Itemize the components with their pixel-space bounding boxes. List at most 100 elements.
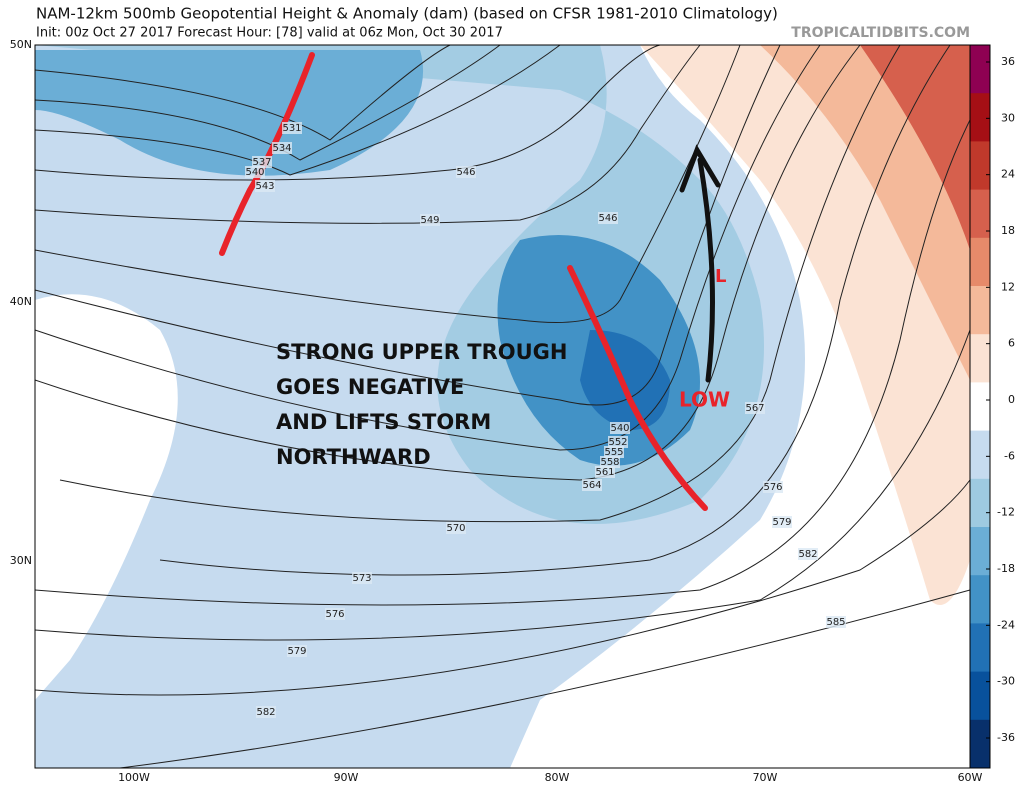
title: NAM-12km 500mb Geopotential Height & Ano… [36,5,778,23]
contour-label: 531 [282,123,301,134]
contour-label: 576 [763,482,782,493]
contour-label: 540 [610,423,629,434]
lon-label: 90W [334,771,359,784]
lon-label: 100W [118,771,150,784]
lat-label: 50N [10,38,32,51]
contour-label: 549 [420,215,439,226]
contour-label-bg [745,402,765,414]
contour-label-bg [595,466,615,478]
contour-label-bg [272,142,292,154]
contour-label: 567 [745,403,764,414]
contour-label-bg [598,212,618,224]
low-label: LOW [679,388,730,412]
contour-label: 537 [252,157,271,168]
contour-label: 585 [826,617,845,628]
contour-label-bg [287,645,307,657]
contour-label-bg [245,166,265,178]
subtitle: Init: 00z Oct 27 2017 Forecast Hour: [78… [36,26,503,41]
colorbar-frame [969,44,991,769]
colorbar-swatch [970,141,990,191]
annotation-line: NORTHWARD [276,445,431,469]
storm-track-arrow [697,157,715,383]
colorbar-tick-label: 12 [1001,280,1015,293]
trough-axis-south [567,265,708,511]
colorbar-tick-label: -18 [997,562,1015,575]
contour-label-bg [582,479,602,491]
contour-label-bg [252,156,272,168]
colorbar-tick-label: 24 [1001,168,1015,181]
contour-label: 570 [446,523,465,534]
colorbar-swatch [970,334,990,383]
contour-label: 579 [287,646,306,657]
map [34,44,971,769]
colorbar-swatch [970,623,990,673]
contour-label-bg [282,122,302,134]
colorbar-tick-label: -6 [1004,449,1015,462]
anomaly-neutral [35,294,178,700]
colorbar-tick-label: 36 [1001,55,1015,68]
contour-label-bg [256,706,276,718]
colorbar-swatch [970,45,990,94]
anomaly-warm-high [860,45,970,250]
contour-label: 558 [600,457,619,468]
contour-label-bg [352,572,372,584]
contour-label-bg [446,522,466,534]
colorbar-swatch [970,189,990,239]
colorbar-swatch [970,575,990,624]
contour-label: 564 [582,480,601,491]
contour-label: 579 [772,517,791,528]
arrow-head [679,144,721,193]
colorbar-tick-label: -12 [997,506,1015,519]
contour-label-bg [610,422,630,434]
contour-label-bg [608,436,628,448]
colorbar-swatch [970,286,990,335]
contour-label-bg [255,180,275,192]
credit: TROPICALTIDBITS.COM [791,25,970,41]
contour-label-bg [600,456,620,468]
contour-label: 540 [245,167,264,178]
colorbar-tick-label: -36 [997,731,1015,744]
contour-label-bg [826,616,846,628]
colorbar-tick-label: 0 [1008,393,1015,406]
contour-label: 555 [604,447,623,458]
contour-label: 543 [255,181,274,192]
colorbar-tick-label: -30 [997,675,1015,688]
annotation-line: GOES NEGATIVE [276,375,464,399]
contour-label: 561 [595,467,614,478]
colorbar-tick-label: -24 [997,618,1015,631]
contour-label: 552 [608,437,627,448]
lon-label: 80W [545,771,570,784]
colorbar-swatch [970,237,990,287]
colorbar-swatch [970,719,990,769]
contour-label-bg [604,446,624,458]
contour-label-bg [763,481,783,493]
annotation-line: AND LIFTS STORM [276,410,491,434]
lat-label: 40N [10,295,32,308]
colorbar-tick-label: 6 [1008,337,1015,350]
colorbar-swatch [970,382,990,432]
lon-label: 70W [753,771,778,784]
contour-label: 546 [598,213,617,224]
contour-label-bg [798,548,818,560]
annotation-line: STRONG UPPER TROUGH [276,340,567,364]
lat-label: 30N [10,554,32,567]
colorbar-tick-label: 18 [1001,224,1015,237]
low-marker: L [715,266,726,287]
contour-label-bg [456,166,476,178]
colorbar-swatch [970,93,990,142]
contour-label: 573 [352,573,371,584]
contour-label-bg [772,516,792,528]
contour-label-bg [420,214,440,226]
contour-label: 576 [325,609,344,620]
height-contours [34,44,971,769]
contour-label-bg [325,608,345,620]
colorbar-swatch [970,478,990,528]
contour-label: 582 [256,707,275,718]
contour-label: 534 [272,143,291,154]
contour-label: 546 [456,167,475,178]
contour-label: 582 [798,549,817,560]
trough-axis-north [219,52,315,256]
colorbar-swatch [970,671,990,721]
colorbar-tick-label: 30 [1001,111,1015,124]
